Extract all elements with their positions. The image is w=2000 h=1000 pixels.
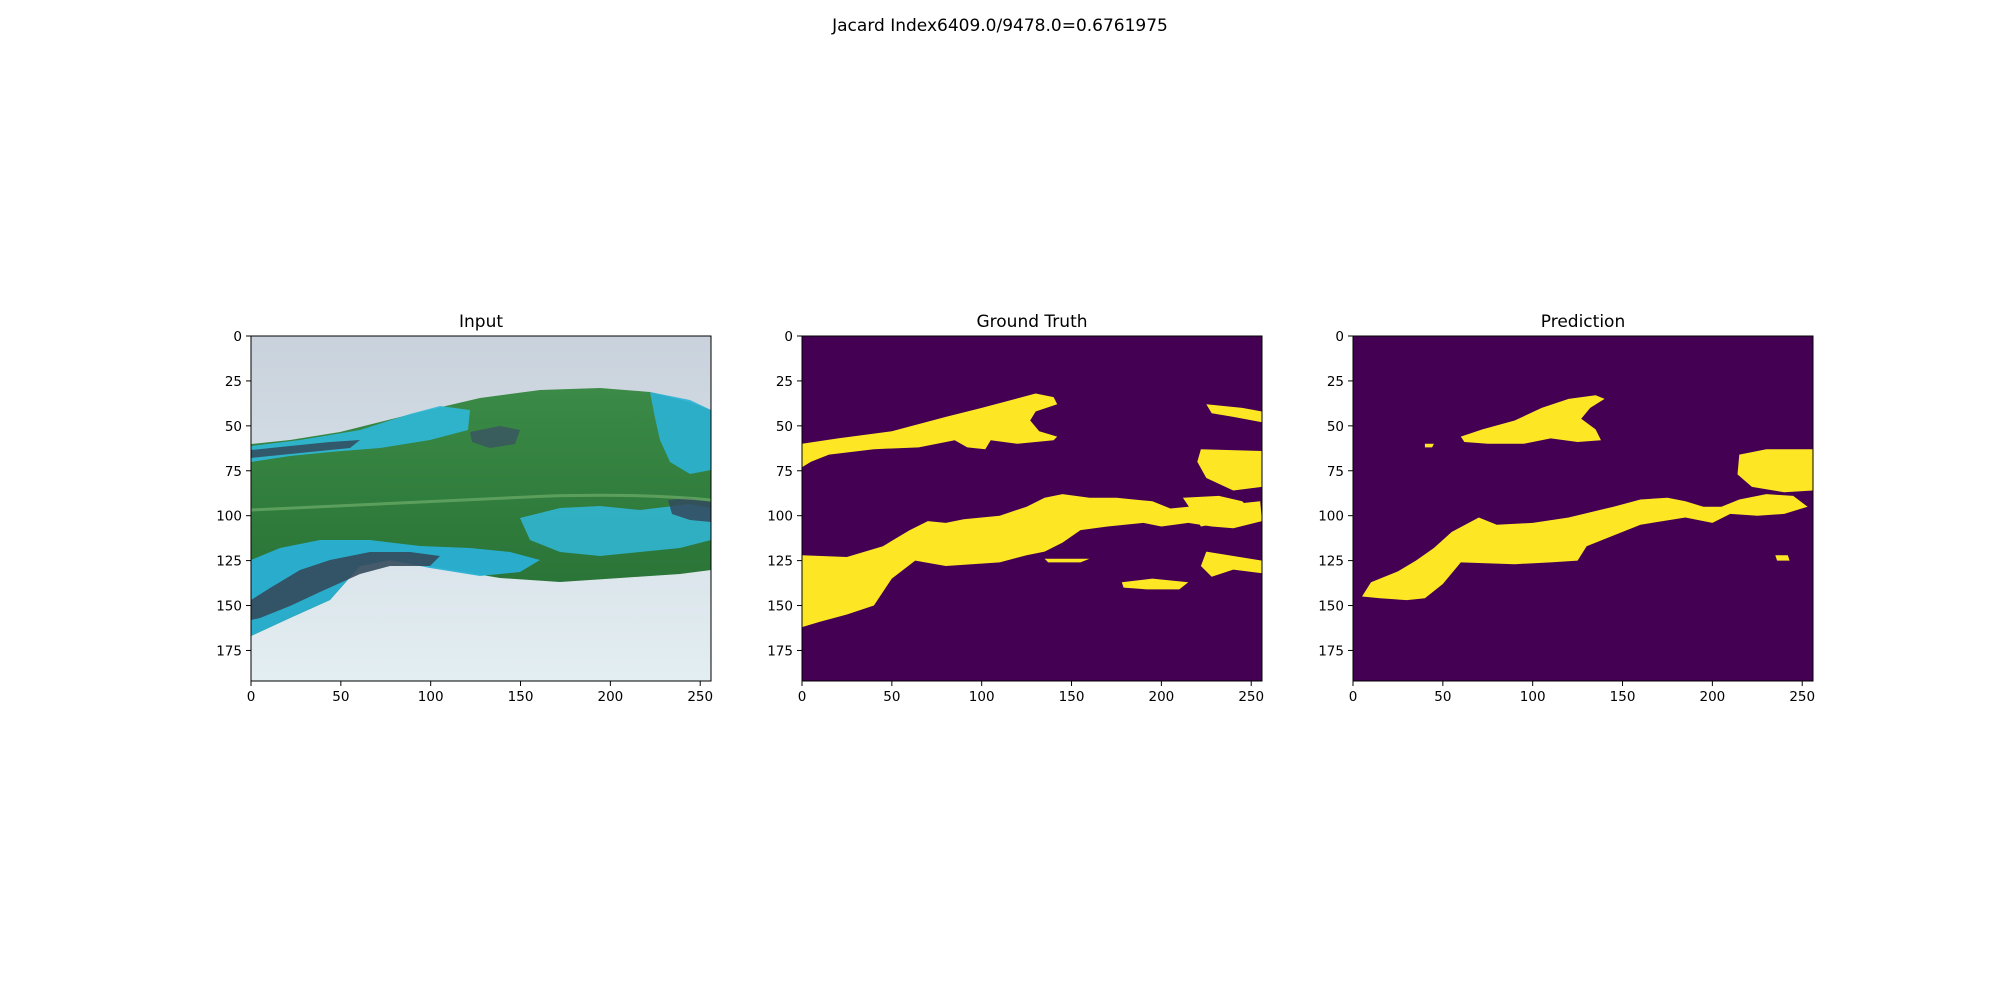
prediction-title: Prediction: [1541, 312, 1625, 332]
ground-truth-ytick-label: 75: [776, 464, 793, 480]
ground-truth-xtick-label: 50: [883, 689, 900, 705]
ground-truth-xtick-label: 250: [1238, 689, 1264, 705]
input-ytick-label: 175: [216, 643, 242, 659]
input-ytick-label: 150: [216, 599, 242, 615]
prediction-region-1: [1460, 395, 1605, 444]
input-title: Input: [459, 312, 503, 332]
prediction-xtick-label: 200: [1699, 689, 1725, 705]
input-xtick-label: 150: [508, 689, 534, 705]
input-panel: [250, 335, 712, 682]
ground-truth-region-5: [1200, 551, 1262, 577]
ground-truth-region-2: [802, 494, 1262, 628]
input-xtick-label: 50: [332, 689, 349, 705]
panel-titles: Input Ground Truth Prediction: [459, 312, 1625, 332]
prediction-region-3: [1362, 494, 1808, 601]
ground-truth-xtick-label: 200: [1148, 689, 1174, 705]
prediction-panel: [1352, 335, 1814, 682]
input-ytick-label: 50: [225, 419, 242, 435]
lesion-right-top: [650, 392, 711, 474]
ground-truth-xtick-label: 0: [798, 689, 807, 705]
ground-truth-panel: [801, 335, 1263, 682]
input-ytick-label: 125: [216, 554, 242, 570]
ground-truth-ytick-label: 125: [767, 554, 793, 570]
lesion-center: [520, 504, 711, 556]
prediction-ytick-label: 100: [1318, 509, 1344, 525]
ground-truth-ytick-label: 175: [767, 643, 793, 659]
prediction-ytick-label: 50: [1327, 419, 1344, 435]
ground-truth-title: Ground Truth: [976, 312, 1087, 332]
prediction-ytick-label: 0: [1335, 329, 1344, 345]
ground-truth-axes-frame: [801, 335, 1263, 682]
prediction-xtick-label: 150: [1610, 689, 1636, 705]
ground-truth-region-3: [1044, 558, 1090, 563]
input-axes-frame: [250, 335, 712, 682]
ground-truth-ytick-label: 50: [776, 419, 793, 435]
prediction-xtick-label: 0: [1349, 689, 1358, 705]
lesion-dark-mid: [470, 426, 520, 448]
ground-truth-xtick-label: 150: [1059, 689, 1085, 705]
lesion-dark-upper: [251, 440, 360, 458]
prediction-ytick-label: 150: [1318, 599, 1344, 615]
ground-truth-region-6: [1197, 449, 1262, 491]
input-ytick-label: 0: [233, 329, 242, 345]
ground-truth-region-1: [802, 393, 1058, 468]
input-ytick-label: 75: [225, 464, 242, 480]
ground-truth-ytick-label: 150: [767, 599, 793, 615]
input-xtick-label: 250: [687, 689, 713, 705]
prediction-mask: [1362, 395, 1813, 601]
prediction-ytick-label: 125: [1318, 554, 1344, 570]
ground-truth-ytick-label: 25: [776, 374, 793, 390]
prediction-ytick-label: 25: [1327, 374, 1344, 390]
input-image: [251, 336, 711, 681]
lesion-dark-left: [251, 552, 440, 620]
ground-truth-xtick-label: 100: [969, 689, 995, 705]
input-xtick-label: 0: [247, 689, 256, 705]
ground-truth-region-4: [1121, 578, 1189, 590]
prediction-axes-frame: [1352, 335, 1814, 682]
figure-suptitle: Jacard Index6409.0/9478.0=0.6761975: [832, 16, 1168, 36]
prediction-ytick-label: 175: [1318, 643, 1344, 659]
prediction-xtick-label: 250: [1789, 689, 1815, 705]
prediction-xtick-label: 100: [1520, 689, 1546, 705]
ground-truth-ytick-label: 0: [784, 329, 793, 345]
input-xtick-label: 100: [418, 689, 444, 705]
ground-truth-mask: [802, 393, 1262, 628]
ground-truth-region-8: [1206, 404, 1262, 423]
prediction-region-4: [1737, 449, 1813, 493]
input-ytick-label: 100: [216, 509, 242, 525]
leaf-midrib: [251, 493, 711, 512]
prediction-region-2: [1424, 443, 1434, 448]
ground-truth-ytick-label: 100: [767, 509, 793, 525]
input-xtick-label: 200: [597, 689, 623, 705]
prediction-ytick-label: 75: [1327, 464, 1344, 480]
ground-truth-region-7: [1182, 495, 1252, 527]
prediction-region-5: [1775, 555, 1790, 561]
prediction-xtick-label: 50: [1434, 689, 1451, 705]
input-ytick-label: 25: [225, 374, 242, 390]
leaf-body: [251, 388, 711, 636]
lesion-dark-right: [668, 498, 711, 522]
